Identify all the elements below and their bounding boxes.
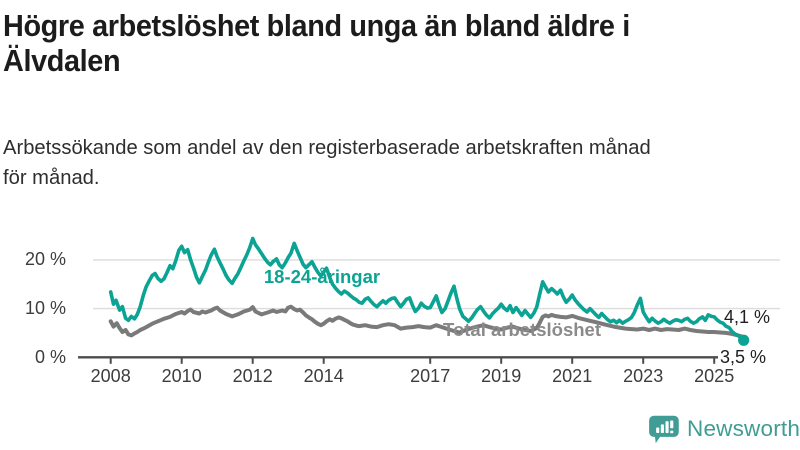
chart-subtitle: Arbetssökande som andel av den registerb… bbox=[3, 136, 651, 189]
x-axis-label: 2019 bbox=[481, 366, 522, 386]
x-axis-label: 2010 bbox=[161, 366, 202, 386]
y-axis-label-10: 10 % bbox=[24, 298, 66, 318]
chart-title: Högre arbetslöshet bland unga än bland ä… bbox=[3, 8, 630, 78]
end-value-label-youth: 3,5 % bbox=[720, 348, 780, 367]
newsworthy-logo bbox=[646, 408, 798, 448]
end-value-label-total: 4,1 % bbox=[724, 307, 771, 327]
x-axis-label: 2025 bbox=[694, 366, 735, 386]
x-axis-label: 2014 bbox=[303, 366, 344, 386]
x-axis-label: 2008 bbox=[90, 366, 131, 386]
x-axis-label: 2012 bbox=[232, 366, 273, 386]
series-label-youth: 18-24-åringar bbox=[263, 266, 381, 287]
x-axis-label: 2023 bbox=[623, 366, 664, 386]
series-label-total: Total arbetslöshet bbox=[443, 319, 601, 340]
y-axis-label-20: 20 % bbox=[24, 249, 66, 269]
y-axis-label-0: 0 % bbox=[34, 347, 66, 367]
newsworthy-wordmark: Newsworthy bbox=[687, 416, 800, 441]
x-axis-label: 2021 bbox=[552, 366, 593, 386]
newsworthy-logo-icon bbox=[649, 415, 679, 444]
x-axis-label: 2017 bbox=[410, 366, 451, 386]
